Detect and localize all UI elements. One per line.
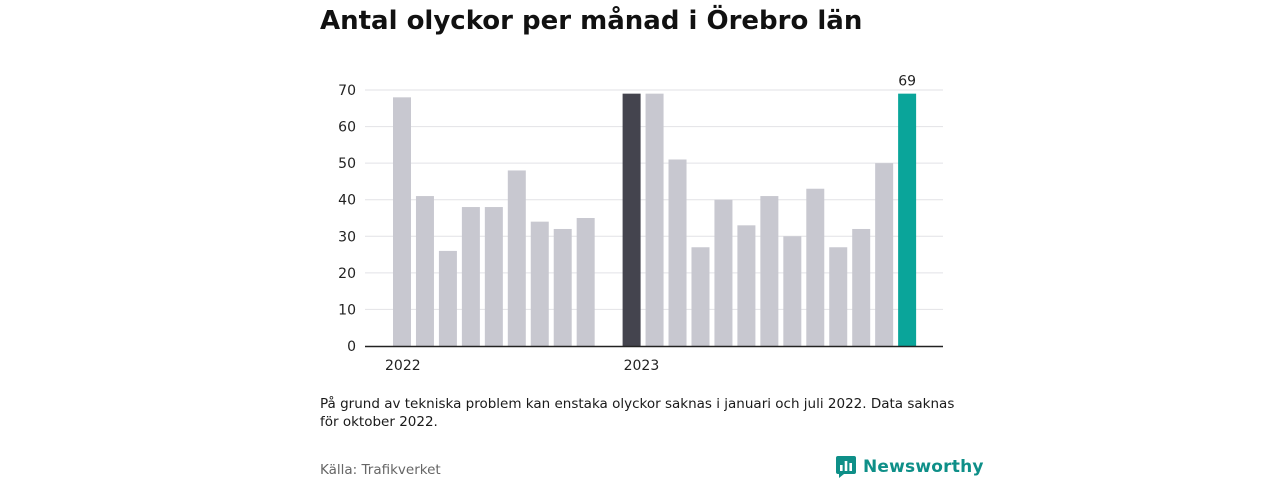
y-tick-label: 60 [338,120,356,136]
bar [622,93,641,347]
y-tick-label: 10 [338,302,356,318]
bar-chart-logo-icon [836,456,856,478]
bar [507,170,526,346]
bar [484,207,503,346]
footnote: På grund av tekniska problem kan enstaka… [320,396,955,430]
bar [783,236,802,346]
bar [668,159,687,346]
x-tick-label: 2023 [624,358,660,374]
bar [852,228,871,346]
y-tick-label: 50 [338,156,356,172]
y-tick-label: 40 [338,193,356,209]
bar [415,196,434,346]
y-tick-label: 30 [338,229,356,245]
bar [393,97,411,346]
source-text: Källa: Trafikverket [320,462,441,478]
bar [737,225,756,346]
bar [461,207,480,346]
bar-chart: 0 10 20 30 40 50 60 70 69 2022 2023 [338,74,943,374]
bar [714,199,733,346]
y-tick-label: 20 [338,266,356,282]
bar [806,188,825,346]
bar [691,247,710,346]
y-axis-ticks: 0 10 20 30 40 50 60 70 [338,83,356,355]
bar [576,218,595,346]
data-label: 69 [898,74,916,90]
brand-logo[interactable]: Newsworthy [835,455,984,479]
x-axis-ticks: 2022 2023 [385,358,659,374]
bars [393,93,917,347]
x-tick-label: 2022 [385,358,421,374]
data-labels: 69 [898,74,916,90]
bar [898,93,917,347]
bar [645,93,664,347]
bar [530,221,549,346]
bar [875,163,894,346]
bar [760,196,779,346]
chart-title: Antal olyckor per månad i Örebro län [320,6,863,36]
brand-name: Newsworthy [863,457,984,477]
y-tick-label: 0 [347,339,356,355]
bar [438,250,457,346]
bar [829,247,848,346]
bar [553,228,572,346]
y-tick-label: 70 [338,83,356,99]
